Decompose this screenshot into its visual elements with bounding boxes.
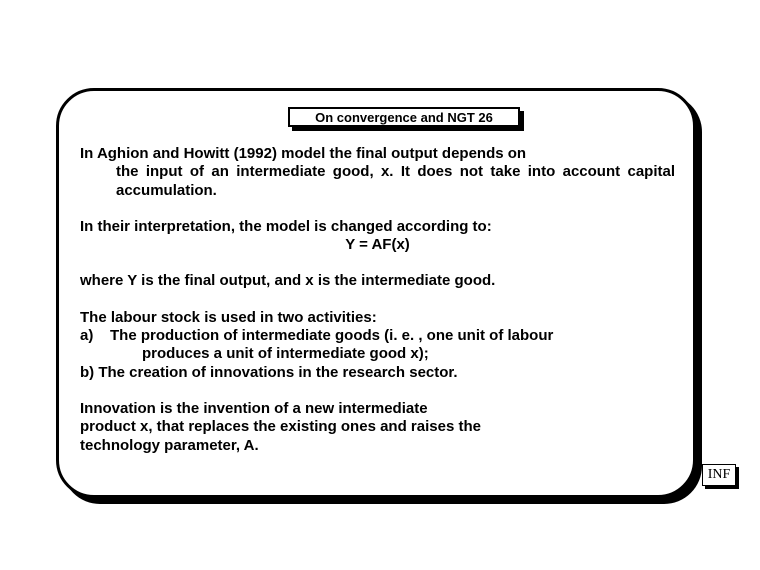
p4-item-b: b) The creation of innovations in the re… xyxy=(80,364,675,382)
paragraph-4: The labour stock is used in two activiti… xyxy=(80,309,675,382)
p5-line2: product x, that replaces the existing on… xyxy=(80,418,675,436)
p5-line3: technology parameter, A. xyxy=(80,437,675,455)
p4-intro: The labour stock is used in two activiti… xyxy=(80,309,675,327)
paragraph-5: Innovation is the invention of a new int… xyxy=(80,400,675,455)
slide-title: On convergence and NGT 26 xyxy=(315,110,493,125)
paragraph-2: In their interpretation, the model is ch… xyxy=(80,218,675,255)
p4-item-a-line2: produces a unit of intermediate good x); xyxy=(80,345,675,363)
p5-line1: Innovation is the invention of a new int… xyxy=(80,400,675,418)
p4-item-a-line1: a) The production of intermediate goods … xyxy=(80,327,675,345)
p1-first-line: In Aghion and Howitt (1992) model the fi… xyxy=(80,145,675,163)
inf-badge: INF xyxy=(702,464,736,486)
paragraph-1: In Aghion and Howitt (1992) model the fi… xyxy=(80,145,675,200)
slide-content: In Aghion and Howitt (1992) model the fi… xyxy=(80,145,675,455)
inf-label: INF xyxy=(708,467,731,482)
p2-line1: In their interpretation, the model is ch… xyxy=(80,218,675,236)
slide-title-box: On convergence and NGT 26 xyxy=(288,107,520,127)
p1-rest: the input of an intermediate good, x. It… xyxy=(80,163,675,200)
paragraph-3: where Y is the final output, and x is th… xyxy=(80,272,675,290)
p2-formula: Y = AF(x) xyxy=(80,236,675,254)
